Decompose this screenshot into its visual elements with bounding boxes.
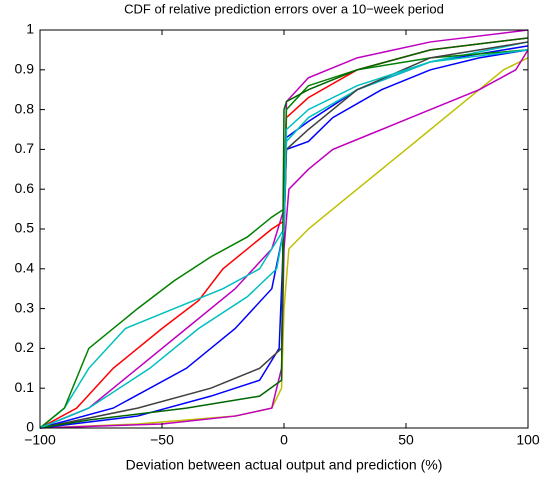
y-tick-label: 0.6 (15, 180, 35, 196)
y-tick-label: 0.2 (15, 339, 35, 355)
y-tick-label: 0.1 (15, 379, 35, 395)
y-tick-label: 0.8 (15, 100, 35, 116)
y-tick-label: 0.3 (15, 299, 35, 315)
x-tick-label: 50 (398, 432, 414, 448)
y-tick-label: 1 (26, 21, 34, 37)
cdf-line (39, 37, 529, 429)
cdf-line (39, 37, 529, 429)
y-tick-label: 0.9 (15, 61, 35, 77)
cdf-line (39, 49, 529, 429)
x-tick-label: −50 (150, 432, 174, 448)
x-tick-label: 0 (280, 432, 288, 448)
x-tick-label: 100 (516, 432, 540, 448)
cdf-line (39, 49, 529, 429)
y-tick-label: 0.5 (15, 220, 35, 236)
cdf-line (39, 29, 529, 429)
x-axis-label: Deviation between actual output and pred… (126, 457, 443, 473)
chart-title: CDF of relative prediction errors over a… (124, 1, 444, 16)
x-tick-label: −100 (24, 432, 56, 448)
y-tick-label: 0.7 (15, 140, 35, 156)
y-tick-label: 0 (26, 419, 34, 435)
y-tick-label: 0.4 (15, 260, 35, 276)
